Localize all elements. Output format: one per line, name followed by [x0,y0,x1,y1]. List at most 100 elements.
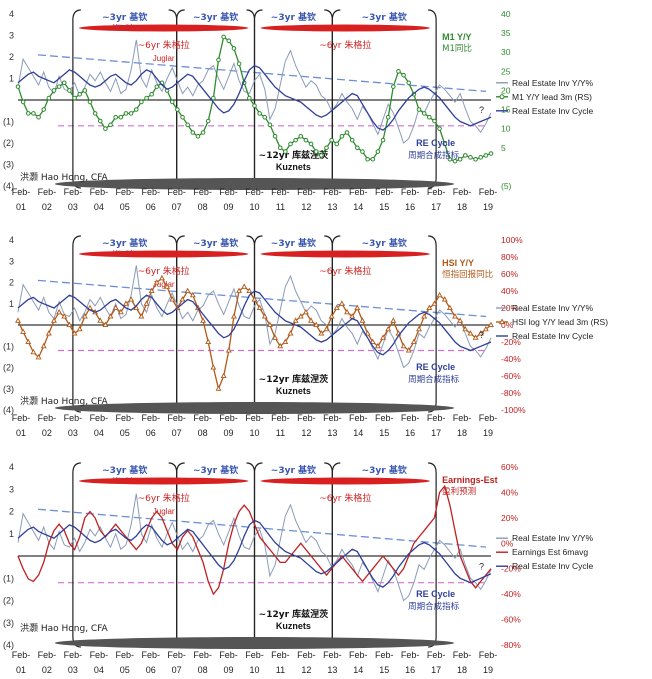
left-tick-label: (4) [3,405,14,415]
kitchin-bracket-right [428,235,437,413]
series-marker [369,338,376,345]
series-marker [71,330,78,336]
series-marker [313,321,320,328]
left-tick-label: (1) [3,117,14,127]
x-tick-label-bottom: 14 [353,665,363,675]
kitchin-bracket-right [246,462,256,648]
x-tick-label-top: Feb- [12,187,31,197]
series-marker [488,151,494,156]
series-marker [77,91,82,97]
trend-line [37,279,487,318]
series-annotation-cn: 盈利预测 [442,486,476,497]
right-tick-label: 35 [501,28,511,38]
x-tick-label-bottom: 03 [68,428,78,438]
right-tick-label: 0% [501,320,514,330]
question-mark: ? [479,330,484,340]
series-marker [230,313,237,319]
series-marker [482,325,489,332]
series-marker [205,118,211,124]
series-marker [149,91,154,97]
series-marker [416,107,422,112]
left-tick-label: 1 [9,529,14,539]
series-marker [82,88,88,93]
kitchin-label: ~3yr 基钦 [271,237,316,249]
series-marker [355,145,360,151]
x-tick-label-bottom: 10 [249,202,259,212]
x-tick-label-top: Feb- [64,187,83,197]
x-tick-label-bottom: 11 [276,202,285,212]
series-marker [462,153,468,158]
kitchin-label: ~3yr 基钦 [362,464,407,476]
x-tick-label-top: Feb- [167,413,186,423]
series-marker [431,300,438,306]
x-tick-label-bottom: 11 [276,428,285,438]
kitchin-bracket-left [72,235,81,413]
right-tick-label: -40% [501,354,521,364]
kuznets-label: ~12yr 库兹涅茨 [259,149,329,161]
juglar-label: ~6yr 朱格拉 [138,39,190,51]
series-marker [144,95,149,101]
left-tick-label: (1) [3,341,14,351]
series-marker [184,287,191,294]
x-tick-label-top: Feb- [297,187,316,197]
kuznets-ellipse [54,637,455,649]
x-tick-label-bottom: 13 [327,665,337,675]
x-tick-label-top: Feb- [245,650,264,660]
series-marker [113,114,118,120]
series-marker [272,134,278,139]
series-marker [323,325,330,332]
series-annotation: HSI Y/Y [442,258,474,268]
kitchin-bracket-left [253,235,263,413]
kitchin-bracket-left [253,9,263,189]
left-tick-label: 3 [9,31,14,41]
watermark: 洪灏 Hao Hong, CFA [20,395,109,407]
juglar-ellipse [260,24,431,32]
series-marker [421,111,427,116]
right-tick-label: 20 [501,85,511,95]
series-line-1 [17,39,492,144]
x-tick-label-bottom: 01 [16,202,26,212]
series-marker [267,122,273,128]
juglar-label: ~6yr 朱格拉 [138,265,190,277]
series-marker [252,103,257,109]
right-tick-label: 30 [501,47,511,57]
series-marker [266,321,273,328]
x-tick-label-top: Feb- [427,650,446,660]
series-marker [441,296,448,302]
x-tick-label-bottom: 10 [249,665,259,675]
series-marker [427,114,432,120]
series-marker [220,372,227,379]
x-tick-label-top: Feb- [90,413,109,423]
right-tick-label: 10 [501,124,511,134]
x-tick-label-bottom: 12 [301,202,311,212]
series-marker [360,149,365,154]
x-tick-label-top: Feb- [12,650,31,660]
question-mark: ? [479,105,484,115]
x-tick-label-top: Feb- [349,413,368,423]
x-tick-label-bottom: 06 [146,428,156,438]
left-tick-label: (4) [3,640,14,650]
series-marker [468,155,473,160]
x-tick-label-top: Feb- [167,187,186,197]
legend-label: Real Estate Inv Y/Y% [512,303,594,313]
x-tick-label-top: Feb- [453,650,472,660]
series-marker [292,317,299,323]
left-tick-label: (3) [3,384,14,394]
series-marker [20,328,27,334]
chart-panel-2: 4 3 2 1 (1) (2) (3) (4) 100% 80% 60% 40% 20% 0% -20% -4… [3,235,608,438]
x-tick-label-top: Feb- [297,650,316,660]
x-tick-label-bottom: 09 [224,428,234,438]
series-marker [103,126,108,131]
x-tick-label-top: Feb- [245,187,264,197]
legend-marker [499,94,505,100]
x-tick-label-bottom: 13 [327,202,337,212]
series-marker [118,114,124,120]
juglar-ellipse [260,250,431,258]
trend-line [37,508,487,548]
series-marker [251,296,258,302]
x-tick-label-bottom: 02 [42,428,52,438]
legend-label: Earnings Est 6mavg [512,547,588,557]
legend-label: M1 Y/Y lead 3m (RS) [512,92,592,102]
series-marker [287,330,294,336]
